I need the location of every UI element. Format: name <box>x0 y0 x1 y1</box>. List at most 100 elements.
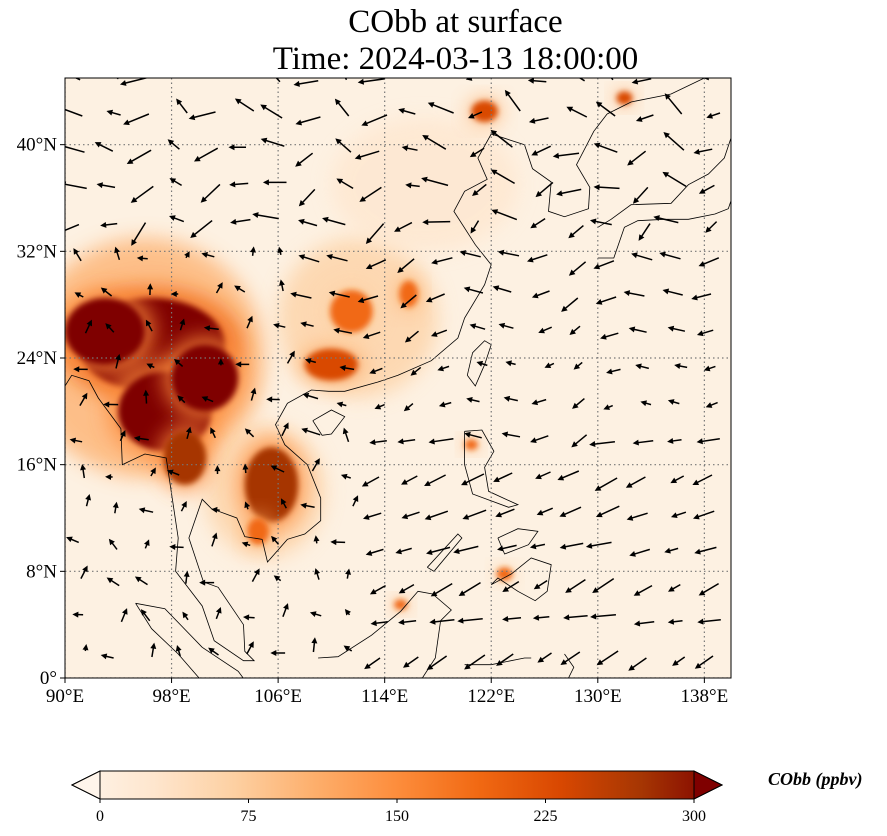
wind-vector <box>74 292 84 298</box>
wind-vector <box>600 332 619 340</box>
wind-vector <box>293 80 319 87</box>
wind-vector-head <box>698 188 706 194</box>
wind-vector-shaft <box>568 107 588 118</box>
wind-vector-shaft <box>593 614 616 618</box>
coastline-segment <box>490 557 552 602</box>
wind-vector <box>552 152 580 159</box>
wind-vector <box>595 101 616 117</box>
wind-vector-shaft <box>191 111 216 119</box>
wind-vector-head <box>188 114 196 121</box>
wind-vector <box>146 363 155 369</box>
wind-vector-head <box>706 112 713 119</box>
wind-vector-head <box>667 437 674 444</box>
wind-vector <box>169 543 184 550</box>
colorbar: 0 75 150 225 300 <box>70 770 724 825</box>
wind-vector <box>670 511 687 519</box>
wind-vector-head <box>342 427 349 435</box>
wind-vector <box>457 617 483 624</box>
wind-vector-head <box>201 252 208 258</box>
wind-vector <box>145 319 153 332</box>
wind-vector-head <box>527 78 535 84</box>
wind-vector <box>593 142 618 153</box>
wind-vector <box>106 577 120 587</box>
wind-vector-head <box>404 336 412 343</box>
wind-vector <box>188 111 216 121</box>
wind-vector <box>214 465 221 475</box>
wind-vector-head <box>430 59 437 65</box>
wind-vector-head <box>86 319 93 327</box>
wind-vector <box>705 221 718 233</box>
wind-vector-head <box>497 545 504 552</box>
wind-vector <box>505 360 516 367</box>
latitude-tick-label: 24°N <box>17 348 58 369</box>
wind-vector <box>281 422 289 437</box>
wind-vector <box>544 362 555 368</box>
latitude-tick-label: 40°N <box>17 135 58 156</box>
wind-vector <box>667 325 686 332</box>
wind-vector <box>532 614 550 621</box>
wind-vector-head <box>429 618 436 625</box>
wind-vector-head <box>397 438 404 445</box>
wind-vector <box>280 498 287 509</box>
cobb-plume-core <box>171 344 239 412</box>
wind-vector <box>123 113 150 126</box>
wind-vector <box>364 657 381 670</box>
wind-vector <box>401 511 420 520</box>
wind-vector-head <box>56 229 63 235</box>
wind-vector-head <box>428 438 435 445</box>
wind-vector <box>176 98 188 114</box>
wind-vector-shaft <box>696 655 714 668</box>
wind-vector-shaft <box>427 510 449 519</box>
wind-vector-head <box>340 473 348 480</box>
cobb-plume-core <box>399 280 418 308</box>
wind-vector <box>625 476 646 488</box>
wind-vector-shaft <box>192 220 213 237</box>
wind-vector <box>472 183 487 196</box>
wind-vector-head <box>469 323 477 330</box>
wind-vector-head <box>235 62 242 68</box>
wind-vector-head <box>262 179 269 186</box>
wind-vector <box>365 223 385 245</box>
wind-vector <box>501 431 521 438</box>
wind-vector <box>595 296 617 305</box>
wind-vector-shaft <box>426 474 446 486</box>
wind-vector-head <box>302 392 310 399</box>
wind-vector <box>535 471 551 480</box>
wind-vector <box>361 114 388 127</box>
wind-vector-head <box>72 611 79 618</box>
wind-vector <box>184 251 190 259</box>
wind-vector <box>531 290 550 299</box>
map-title-line1: CObb at surface <box>348 4 563 40</box>
wind-vector <box>561 297 579 312</box>
wind-vector <box>431 257 453 265</box>
wind-vector <box>503 395 518 402</box>
wind-vector <box>72 611 84 618</box>
wind-vector-head <box>594 485 602 491</box>
wind-vector <box>497 544 517 552</box>
wind-vector-head <box>502 616 509 622</box>
wind-vector-head <box>493 476 500 483</box>
wind-vector <box>334 98 350 117</box>
wind-vector <box>108 538 118 550</box>
wind-vector <box>66 536 80 544</box>
wind-vector-head <box>298 199 306 207</box>
wind-vector <box>696 329 714 337</box>
wind-vector <box>340 473 351 480</box>
wind-vector-head <box>100 653 108 660</box>
wind-vector <box>311 637 318 653</box>
wind-vector <box>298 254 320 263</box>
wind-vector <box>568 261 587 276</box>
wind-vector-head <box>663 132 670 139</box>
wind-vector-head <box>397 266 404 273</box>
wind-vector-head <box>438 401 446 408</box>
wind-vector-head <box>247 315 253 323</box>
wind-vector <box>85 493 92 507</box>
wind-vector-head <box>593 184 600 191</box>
wind-vector <box>566 106 588 118</box>
wind-vector-head <box>503 395 511 402</box>
wind-vector-shaft <box>262 105 283 119</box>
wind-vector <box>328 290 350 298</box>
wind-vector-shaft <box>432 61 451 77</box>
wind-vector-head <box>361 120 369 127</box>
